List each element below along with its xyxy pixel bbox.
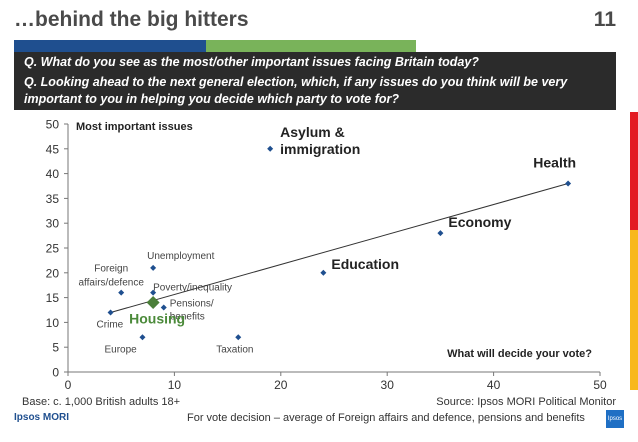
y-tick-label: 45 <box>46 142 60 156</box>
question-box: Q. What do you see as the most/other imp… <box>14 52 616 110</box>
page-number: 11 <box>593 8 616 31</box>
y-tick-label: 5 <box>52 341 59 355</box>
data-label: Education <box>331 256 399 272</box>
data-point <box>107 309 114 316</box>
footer-source: Source: Ipsos MORI Political Monitor <box>436 396 616 408</box>
data-point <box>320 269 327 276</box>
data-point <box>235 334 242 341</box>
y-tick-label: 10 <box>46 316 60 330</box>
x-tick-label: 20 <box>274 378 288 392</box>
data-point <box>565 180 572 187</box>
y-tick-label: 25 <box>46 242 60 256</box>
data-point <box>146 296 160 310</box>
data-point <box>139 334 146 341</box>
question-two: Q. Looking ahead to the next general ele… <box>24 75 568 106</box>
data-point <box>267 145 274 152</box>
trendline <box>110 183 569 313</box>
ipsos-logo-icon: Ipsos <box>606 410 624 428</box>
y-tick-label: 20 <box>46 266 60 280</box>
y-tick-label: 0 <box>52 366 59 380</box>
slide-title: …behind the big hitters <box>14 8 249 31</box>
data-point <box>437 230 444 237</box>
x-tick-label: 30 <box>381 378 395 392</box>
y-tick-label: 35 <box>46 192 60 206</box>
header-bar-green <box>206 40 416 52</box>
footer-note: For vote decision – average of Foreign a… <box>187 412 585 424</box>
x-tick-label: 10 <box>168 378 182 392</box>
x-tick-label: 40 <box>487 378 501 392</box>
y-tick-label: 40 <box>46 167 60 181</box>
x-axis-annotation: What will decide your vote? <box>447 348 592 360</box>
data-label: Foreign affairs/defence <box>78 264 144 289</box>
data-point <box>118 289 125 296</box>
data-label: Poverty/inequality <box>153 283 232 294</box>
data-label: Health <box>533 155 576 171</box>
data-point <box>150 289 157 296</box>
data-label: Unemployment <box>147 251 214 262</box>
data-label: Asylum & immigration <box>280 124 360 157</box>
data-label: Taxation <box>216 344 253 355</box>
side-strip-yellow <box>630 230 638 390</box>
data-label: Housing <box>129 311 185 327</box>
y-tick-label: 50 <box>46 118 60 132</box>
data-label: Pensions/benefits <box>170 299 214 323</box>
footer-base: Base: c. 1,000 British adults 18+ <box>22 396 181 408</box>
data-label: Europe <box>104 344 137 355</box>
data-point <box>160 304 167 311</box>
data-point <box>150 264 157 271</box>
y-tick-label: 15 <box>46 291 60 305</box>
data-label: Crime <box>97 319 124 330</box>
question-one: Q. What do you see as the most/other imp… <box>24 55 479 69</box>
x-tick-label: 0 <box>65 378 72 392</box>
side-strip-red <box>630 112 638 230</box>
logo-left-text: Ipsos MORI <box>14 412 70 423</box>
y-axis-annotation: Most important issues <box>76 121 193 133</box>
header-bar-blue <box>14 40 206 52</box>
ipsos-mori-logo: Ipsos MORI <box>14 412 69 423</box>
data-label: Economy <box>448 214 511 230</box>
y-tick-label: 30 <box>46 217 60 231</box>
x-tick-label: 50 <box>593 378 607 392</box>
